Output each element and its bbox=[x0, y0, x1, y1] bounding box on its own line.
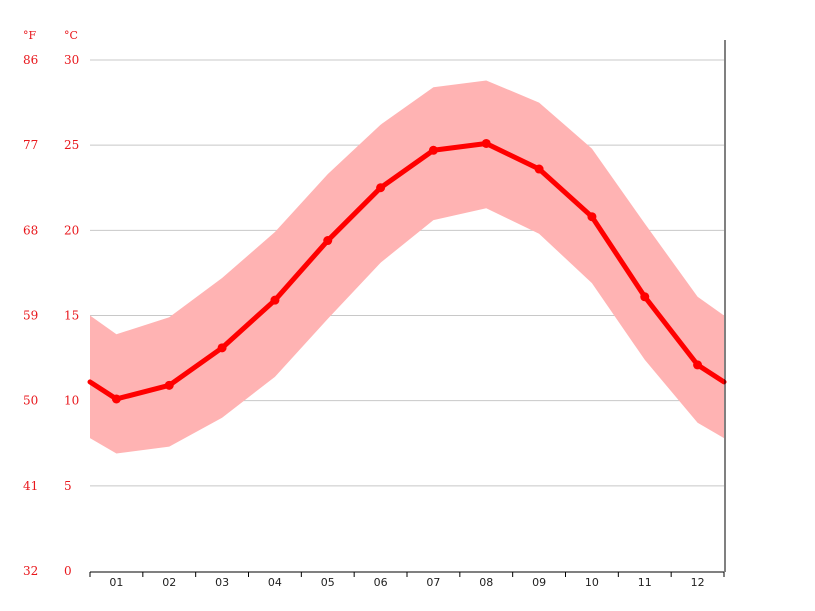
data-point-09 bbox=[534, 164, 544, 174]
data-point-02 bbox=[164, 380, 174, 390]
y-tick-label-celsius: 20 bbox=[64, 223, 79, 237]
x-tick-label-12: 12 bbox=[691, 576, 705, 589]
data-point-04 bbox=[270, 295, 280, 305]
data-point-01 bbox=[111, 394, 121, 404]
data-point-11 bbox=[640, 292, 650, 302]
y-tick-label-fahrenheit: 50 bbox=[23, 394, 38, 408]
y-tick-label-fahrenheit: 86 bbox=[23, 53, 38, 67]
data-point-07 bbox=[428, 145, 438, 155]
y-tick-label-fahrenheit: 41 bbox=[23, 479, 38, 493]
x-axis: 01 02 03 04 05 06 07 08 09 10 11 12 bbox=[89, 571, 725, 589]
x-tick-label-10: 10 bbox=[585, 576, 599, 589]
y-tick-label-celsius: 25 bbox=[64, 138, 79, 152]
data-point-05 bbox=[323, 236, 333, 246]
x-tick-label-08: 08 bbox=[479, 576, 493, 589]
unit-celsius-label: °C bbox=[64, 29, 78, 42]
y-tick-label-fahrenheit: 77 bbox=[23, 138, 38, 152]
data-point-08 bbox=[481, 138, 491, 148]
y-tick-label-fahrenheit: 68 bbox=[23, 223, 38, 237]
data-point-06 bbox=[376, 183, 386, 193]
data-point-03 bbox=[217, 343, 227, 353]
temperature-range-band bbox=[90, 80, 724, 454]
y-tick-label-celsius: 15 bbox=[64, 309, 79, 323]
y-tick-label-celsius: 5 bbox=[64, 479, 72, 493]
x-tick-label-06: 06 bbox=[374, 576, 388, 589]
data-point-10 bbox=[587, 212, 597, 222]
x-tick-label-09: 09 bbox=[532, 576, 546, 589]
average-temperature-line bbox=[87, 140, 727, 402]
y-tick-label-fahrenheit: 59 bbox=[23, 309, 38, 323]
y-tick-label-fahrenheit: 32 bbox=[23, 564, 38, 578]
unit-fahrenheit-label: °F bbox=[23, 29, 37, 42]
y-tick-label-celsius: 30 bbox=[64, 53, 79, 67]
x-tick-label-03: 03 bbox=[215, 576, 229, 589]
x-tick-label-02: 02 bbox=[162, 576, 176, 589]
x-tick-label-07: 07 bbox=[426, 576, 440, 589]
data-point-12 bbox=[693, 360, 703, 370]
y-axis-labels: 0 32 5 41 10 50 15 59 20 68 25 77 30 86 bbox=[23, 53, 79, 578]
x-tick-label-11: 11 bbox=[638, 576, 652, 589]
y-tick-label-celsius: 0 bbox=[64, 564, 72, 578]
x-tick-label-04: 04 bbox=[268, 576, 282, 589]
x-tick-label-05: 05 bbox=[321, 576, 335, 589]
x-tick-label-01: 01 bbox=[109, 576, 123, 589]
y-tick-label-celsius: 10 bbox=[64, 394, 79, 408]
data-points bbox=[111, 138, 703, 404]
